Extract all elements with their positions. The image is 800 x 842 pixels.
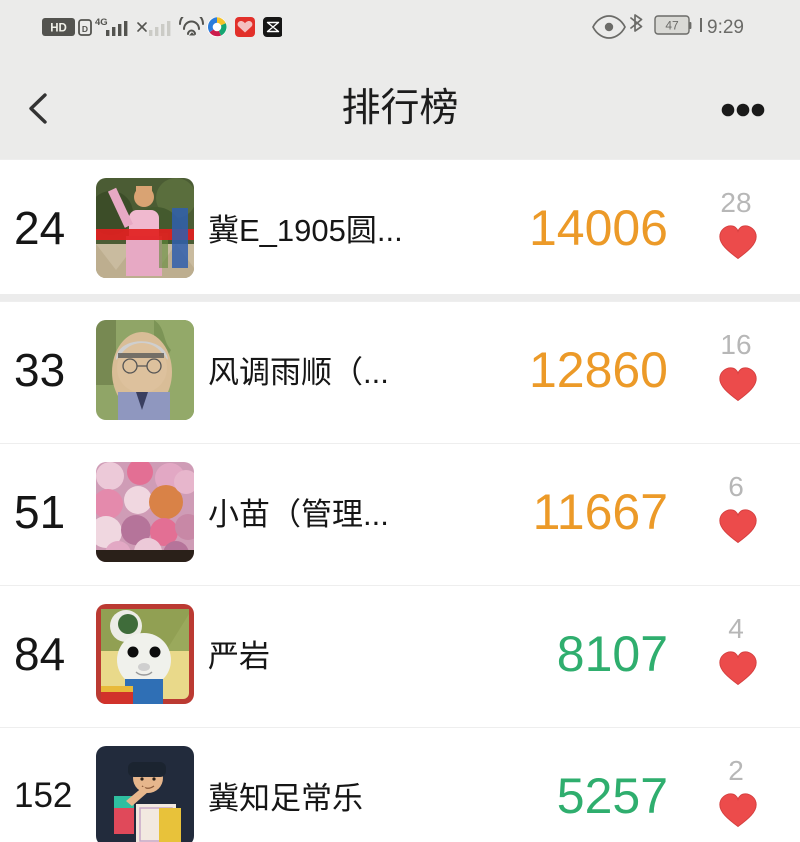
svg-text:HD: HD: [50, 23, 67, 35]
svg-text:4G: 4G: [95, 17, 108, 28]
svg-text:D: D: [82, 24, 88, 34]
svg-text:47: 47: [665, 19, 679, 33]
svg-text:9:29: 9:29: [707, 17, 744, 38]
